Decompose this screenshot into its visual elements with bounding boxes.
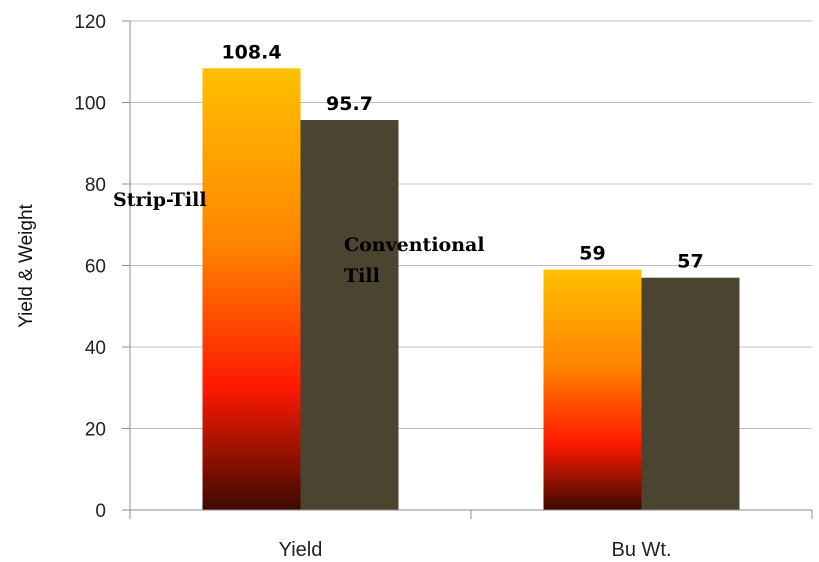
annotation-strip-till: Strip-Till bbox=[113, 189, 207, 211]
axes bbox=[129, 21, 813, 519]
data-label: 108.4 bbox=[221, 41, 281, 63]
annotation-conventional-till-line: Conventional bbox=[344, 234, 485, 256]
y-tick-label: 100 bbox=[74, 94, 106, 115]
bar-strip-till-bu-wt bbox=[543, 269, 642, 510]
data-label: 57 bbox=[677, 251, 703, 273]
y-tick-labels: 0 20 40 60 80 100 120 bbox=[74, 12, 106, 522]
category-label: Bu Wt. bbox=[611, 539, 671, 561]
y-tick-label: 120 bbox=[74, 12, 106, 33]
data-label: 59 bbox=[579, 243, 605, 265]
bar-conventional-till-bu-wt bbox=[641, 277, 740, 510]
category-label: Yield bbox=[279, 539, 323, 561]
y-tick-label: 80 bbox=[85, 175, 106, 196]
bars bbox=[202, 68, 740, 511]
y-tick-label: 20 bbox=[85, 420, 106, 441]
annotations: Strip-Till Conventional Till bbox=[113, 189, 485, 287]
y-tick-label: 40 bbox=[85, 338, 106, 359]
data-labels: 108.4 59 95.7 57 bbox=[221, 41, 703, 272]
bar-strip-till-yield bbox=[202, 68, 301, 511]
bar-conventional-till-yield bbox=[300, 120, 399, 511]
y-tick-label: 60 bbox=[85, 257, 106, 278]
data-label: 95.7 bbox=[326, 93, 373, 115]
category-labels: Yield Bu Wt. bbox=[279, 539, 672, 561]
annotation-conventional-till-line: Till bbox=[344, 265, 380, 287]
y-tick-label: 0 bbox=[95, 501, 106, 522]
y-axis-label: Yield & Weight bbox=[16, 204, 37, 328]
